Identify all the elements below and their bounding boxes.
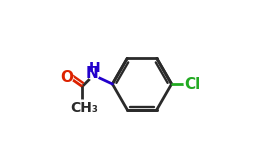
Text: N: N <box>86 66 99 81</box>
Text: Cl: Cl <box>184 76 200 92</box>
Text: CH₃: CH₃ <box>70 101 98 115</box>
Text: H: H <box>89 61 100 76</box>
Circle shape <box>184 78 196 90</box>
Text: O: O <box>60 70 73 85</box>
Circle shape <box>88 69 99 80</box>
Circle shape <box>76 100 89 113</box>
Circle shape <box>65 74 73 82</box>
